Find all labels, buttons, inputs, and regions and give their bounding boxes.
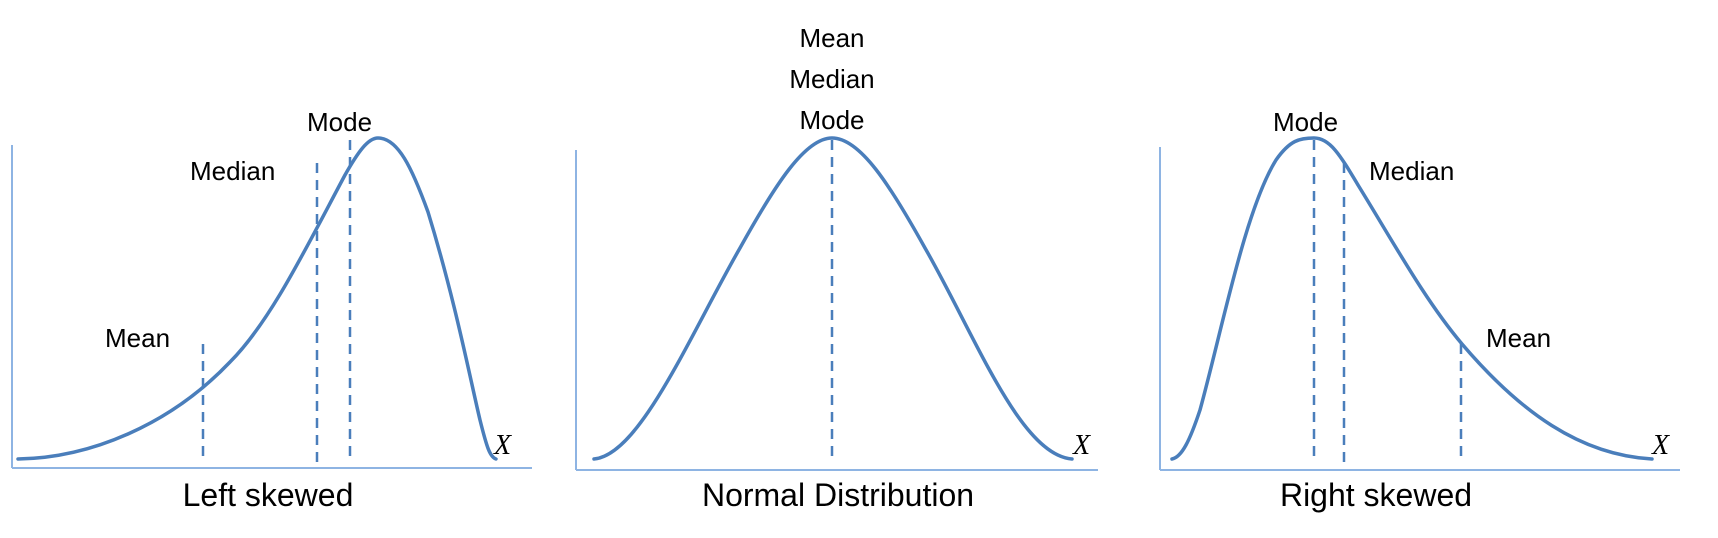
left-mode-label: Mode bbox=[307, 107, 372, 137]
right-caption: Right skewed bbox=[1280, 477, 1472, 513]
left-median-label: Median bbox=[190, 156, 275, 186]
right-median-label: Median bbox=[1369, 156, 1454, 186]
normal-median-label: Median bbox=[789, 64, 874, 94]
normal-curve bbox=[592, 136, 1074, 461]
right-mean-label: Mean bbox=[1486, 323, 1551, 353]
panel-left-skewed: Mean Median Mode X Left skewed bbox=[11, 107, 532, 513]
panel-normal-distribution: Mean Median Mode X Normal Distribution bbox=[575, 23, 1098, 513]
left-caption: Left skewed bbox=[183, 477, 354, 513]
normal-mean-label: Mean bbox=[799, 23, 864, 53]
left-skewed-curve bbox=[16, 136, 498, 461]
right-x-axis-label: X bbox=[1651, 430, 1670, 461]
left-x-axis-label: X bbox=[493, 430, 512, 461]
panel-right-skewed: Mode Median Mean X Right skewed bbox=[1159, 107, 1680, 513]
right-skewed-curve bbox=[1170, 136, 1654, 461]
right-mode-label: Mode bbox=[1273, 107, 1338, 137]
left-mean-label: Mean bbox=[105, 323, 170, 353]
normal-caption: Normal Distribution bbox=[702, 477, 974, 513]
normal-mode-label: Mode bbox=[799, 105, 864, 135]
normal-x-axis-label: X bbox=[1072, 430, 1091, 461]
